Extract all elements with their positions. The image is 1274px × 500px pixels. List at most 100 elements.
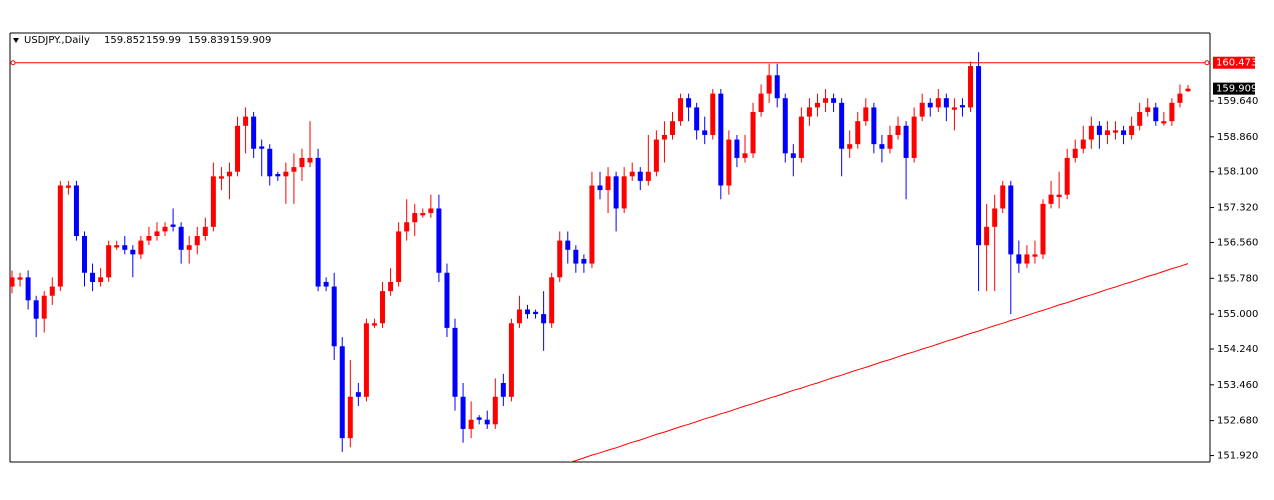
candle-body	[831, 98, 837, 103]
price-label-box	[1213, 82, 1255, 95]
candle-body	[605, 176, 611, 191]
candle-body	[718, 93, 724, 186]
candle-body	[1000, 185, 1006, 209]
candle-body	[710, 93, 716, 135]
candle-body	[1072, 148, 1078, 158]
candle-body	[420, 213, 426, 216]
candle-body	[17, 277, 23, 280]
candle-body	[847, 144, 853, 149]
candle-body	[1121, 130, 1127, 135]
candle-body	[1056, 194, 1062, 197]
header-low: 159.839	[188, 35, 229, 46]
candle-body	[508, 323, 514, 397]
candle-body	[992, 208, 998, 227]
candle-body	[307, 157, 313, 163]
candle-body	[1104, 130, 1110, 135]
candle-body	[235, 125, 241, 172]
candle-body	[702, 130, 708, 135]
candle-body	[404, 222, 410, 232]
candle-body	[65, 185, 71, 188]
candle-body	[500, 382, 506, 397]
candle-body	[210, 176, 216, 227]
candle-body	[444, 272, 450, 328]
candle-body	[806, 107, 812, 117]
candle-body	[533, 311, 539, 315]
candle-body	[267, 148, 273, 177]
header-open: 159.852	[104, 35, 145, 46]
candle-body	[766, 75, 772, 94]
candle-body	[98, 277, 104, 282]
candle-body	[927, 102, 933, 108]
candle-body	[1048, 194, 1054, 204]
candle-body	[138, 240, 144, 255]
candle-body	[1040, 203, 1046, 255]
candle-body	[347, 396, 353, 439]
candle-body	[879, 144, 885, 149]
menu-arrow[interactable]	[13, 38, 19, 43]
candle-body	[1113, 130, 1119, 133]
candle-body	[114, 245, 120, 248]
candle-body	[951, 107, 957, 110]
y-tick-label: 155.780	[1217, 273, 1258, 284]
candle-body	[597, 185, 603, 191]
candle-body	[863, 107, 869, 122]
candle-body	[130, 249, 136, 255]
candle-body	[41, 295, 47, 319]
candle-body	[154, 231, 160, 237]
level-label-box	[1213, 56, 1255, 69]
candle-body	[903, 125, 909, 158]
candle-body	[106, 245, 112, 278]
candle-body	[275, 174, 281, 177]
candle-body	[1185, 88, 1191, 92]
candle-body	[1096, 125, 1102, 135]
candle-body	[1161, 121, 1167, 124]
candle-body	[355, 392, 361, 397]
candle-body	[734, 139, 740, 158]
candle-body	[581, 258, 587, 264]
candle-body	[363, 323, 369, 397]
candle-body	[750, 112, 756, 154]
candle-body	[573, 249, 579, 264]
candle-body	[323, 281, 329, 287]
candle-body	[943, 98, 949, 108]
candle-body	[162, 226, 168, 232]
symbol-label: USDJPY.,Daily	[24, 35, 90, 46]
candle-body	[516, 309, 522, 324]
candle-body	[694, 107, 700, 131]
candle-body	[855, 121, 861, 145]
candle-body	[371, 323, 377, 326]
candle-body	[218, 176, 224, 179]
candle-body	[637, 171, 643, 181]
candle-body	[814, 102, 820, 108]
candle-body	[758, 93, 764, 113]
candle-body	[436, 208, 442, 273]
candle-body	[49, 286, 55, 296]
candle-body	[976, 66, 982, 246]
candle-body	[959, 105, 965, 108]
candle-body	[742, 153, 748, 158]
moving-average	[569, 263, 1189, 462]
candle-body	[90, 272, 96, 282]
candle-body	[661, 134, 667, 140]
candle-body	[251, 116, 257, 149]
candle-body	[452, 327, 458, 397]
candle-body	[1088, 125, 1094, 140]
candle-body	[774, 75, 780, 99]
candle-body	[484, 419, 490, 425]
candle-body	[1137, 112, 1143, 126]
candle-body	[790, 153, 796, 158]
candle-body	[678, 98, 684, 122]
candle-body	[10, 277, 15, 287]
candle-body	[186, 245, 192, 250]
candle-body	[1080, 139, 1086, 149]
candle-body	[299, 157, 305, 168]
candle-body	[73, 185, 79, 237]
candle-body	[565, 240, 571, 250]
y-tick-label: 157.320	[1217, 203, 1258, 214]
candle-body	[460, 396, 466, 429]
y-tick-label: 158.860	[1217, 132, 1258, 143]
candle-body	[122, 245, 128, 250]
candle-body	[315, 157, 321, 287]
candle-body	[194, 236, 200, 246]
candle-body	[339, 346, 345, 439]
